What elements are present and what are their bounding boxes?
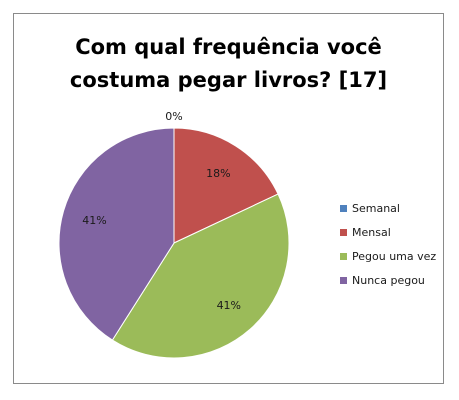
data-label-nunca-pegou: 41%	[82, 214, 106, 227]
chart-title-line-2: costuma pegar livros? [17]	[69, 68, 388, 92]
legend-label-semanal: Semanal	[352, 201, 400, 215]
legend-swatch-semanal	[340, 204, 347, 212]
legend-item-pegou-uma-vez: Pegou uma vez	[340, 246, 440, 266]
legend-item-nunca-pegou: Nunca pegou	[340, 270, 440, 290]
data-label-semanal: 0%	[165, 110, 182, 123]
legend-item-mensal: Mensal	[340, 222, 440, 242]
pie-slices	[58, 127, 290, 359]
chart-title-line-1: Com qual frequência você	[75, 35, 382, 59]
data-label-pegou-uma-vez: 41%	[217, 299, 241, 312]
data-label-mensal: 18%	[206, 167, 230, 180]
pie-data-labels: 0% 18% 41% 41%	[82, 110, 241, 312]
legend-label-mensal: Mensal	[352, 225, 391, 239]
chart-legend: Semanal Mensal Pegou uma vez Nunca pegou	[340, 198, 440, 294]
legend-swatch-pegou-uma-vez	[340, 252, 347, 260]
legend-label-nunca-pegou: Nunca pegou	[352, 273, 425, 287]
legend-swatch-mensal	[340, 228, 347, 236]
legend-item-semanal: Semanal	[340, 198, 440, 218]
pie-slice-pegou-uma-vez	[111, 193, 290, 359]
legend-swatch-nunca-pegou	[340, 276, 347, 284]
pie-slice-mensal	[173, 127, 279, 244]
chart-title: Com qual frequência você costuma pegar l…	[13, 31, 444, 97]
pie-slice-nunca-pegou	[58, 127, 175, 341]
legend-label-pegou-uma-vez: Pegou uma vez	[352, 249, 437, 263]
